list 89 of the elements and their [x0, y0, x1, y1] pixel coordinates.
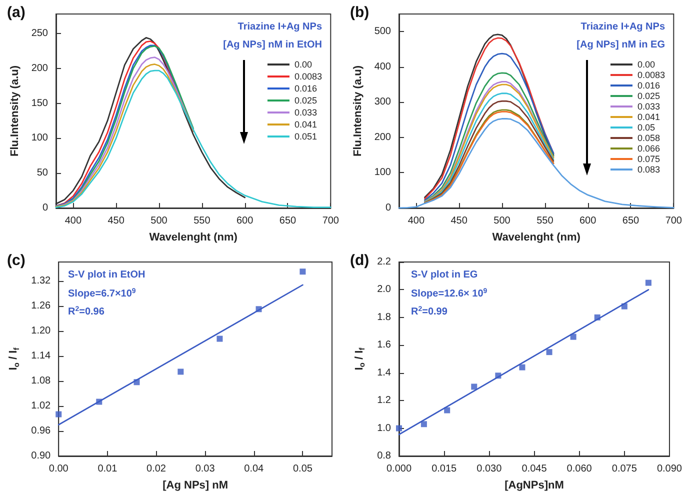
y-axis-title: Flu.Intensity (a.u)	[352, 65, 364, 157]
x-tick-label: 0.075	[612, 464, 638, 474]
legend-label: 0.025	[637, 91, 660, 101]
x-tick-label: 0.03	[195, 464, 216, 474]
legend-label: 0.0083	[637, 70, 666, 80]
y-tick-label: 200	[31, 62, 48, 74]
x-axis-title: [AgNPs]nM	[504, 480, 564, 492]
y-tick-label: 300	[374, 96, 392, 108]
y-tick-label: 150	[31, 98, 48, 109]
legend-label: 0.00	[637, 60, 656, 70]
y-tick-label: 250	[31, 28, 48, 40]
legend-label: 0.033	[637, 102, 660, 112]
annotation: S-V plot in EG	[411, 270, 478, 280]
x-tick-label: 0.045	[522, 464, 548, 474]
x-axis-title: [Ag NPs] nM	[162, 480, 228, 492]
x-tick-label: 600	[579, 216, 597, 226]
x-tick-label: 0.030	[476, 464, 502, 474]
annotation: S-V plot in EtOH	[68, 270, 146, 280]
y-tick-label: 1.4	[377, 367, 392, 378]
legend-label: 0.025	[294, 96, 318, 106]
x-tick-label: 0.060	[566, 464, 592, 474]
legend-label: 0.051	[294, 132, 318, 142]
x-tick-label: 0.015	[432, 464, 458, 474]
y-tick-label: 1.0	[377, 422, 392, 434]
y-tick-label: 500	[374, 26, 392, 38]
chart-title: (d)	[350, 252, 370, 269]
legend-label: 0.00	[294, 60, 312, 70]
y-tick-label: 1.20	[31, 325, 52, 336]
x-tick-label: 550	[194, 216, 211, 226]
y-tick-label: 1.02	[31, 400, 52, 412]
y-tick-label: 0.8	[377, 450, 392, 462]
x-tick-label: 0.02	[146, 464, 166, 474]
legend-label: 0.041	[294, 120, 318, 130]
legend-label: 0.075	[637, 154, 660, 164]
x-axis-title: Wavelenght (nm)	[492, 232, 581, 244]
y-tick-label: 1.2	[377, 395, 392, 406]
legend-label: 0.0083	[294, 72, 322, 82]
annotation: Triazine I+Ag NPs	[238, 22, 322, 32]
y-tick-label: 100	[374, 167, 392, 178]
legend-label: 0.083	[637, 164, 660, 174]
legend-label: 0.066	[637, 144, 660, 154]
y-tick-label: 2.0	[377, 284, 392, 296]
x-tick-label: 0.04	[244, 464, 264, 474]
y-tick-label: 400	[374, 61, 392, 72]
y-tick-label: 1.26	[31, 300, 52, 312]
chart-title: (a)	[7, 4, 26, 21]
y-tick-label: 1.14	[31, 350, 52, 362]
y-axis-title: Flu.Intensity (a.u)	[8, 65, 21, 157]
y-tick-label: 200	[374, 132, 392, 143]
x-tick-label: 0.01	[98, 464, 118, 474]
x-tick-label: 500	[494, 216, 511, 226]
x-tick-label: 400	[64, 216, 82, 226]
x-tick-label: 600	[236, 216, 254, 226]
y-tick-label: 1.08	[31, 375, 52, 386]
x-tick-label: 400	[408, 216, 425, 226]
x-tick-label: 550	[536, 216, 554, 226]
y-tick-label: 50	[36, 168, 48, 179]
annotation: [Ag NPs] nM in EtOH	[223, 40, 322, 50]
y-tick-label: 0	[42, 202, 48, 214]
x-tick-label: 0.090	[656, 464, 682, 474]
y-tick-label: 1.6	[377, 340, 392, 351]
legend-label: 0.033	[294, 108, 318, 118]
annotation: Triazine I+Ag NPs	[580, 22, 666, 32]
y-tick-label: 1.32	[31, 275, 52, 286]
chart-title: (c)	[7, 252, 26, 269]
legend-label: 0.016	[294, 84, 318, 94]
chart-title: (b)	[350, 4, 370, 21]
x-tick-label: 0.000	[386, 464, 412, 474]
x-tick-label: 650	[279, 216, 297, 226]
legend-label: 0.041	[637, 112, 660, 122]
x-tick-label: 0.00	[48, 464, 69, 474]
y-tick-label: 1.8	[377, 312, 392, 323]
x-tick-label: 0.05	[292, 464, 313, 474]
x-tick-label: 450	[450, 216, 468, 226]
y-tick-label: 100	[31, 132, 48, 144]
legend-label: 0.058	[637, 133, 660, 143]
x-tick-label: 700	[322, 216, 340, 226]
annotation: [Ag NPs] nM in EG	[576, 40, 666, 50]
y-tick-label: 0.90	[31, 450, 52, 462]
y-tick-label: 0.96	[31, 425, 52, 436]
x-tick-label: 500	[150, 216, 168, 226]
y-tick-label: 2.2	[377, 256, 392, 268]
x-tick-label: 700	[665, 216, 682, 226]
legend-label: 0.05	[637, 122, 656, 132]
x-axis-title: Wavelenght (nm)	[149, 232, 238, 244]
x-tick-label: 450	[108, 216, 125, 226]
legend-label: 0.016	[637, 80, 660, 90]
y-tick-label: 0	[385, 202, 392, 214]
x-tick-label: 650	[622, 216, 640, 226]
